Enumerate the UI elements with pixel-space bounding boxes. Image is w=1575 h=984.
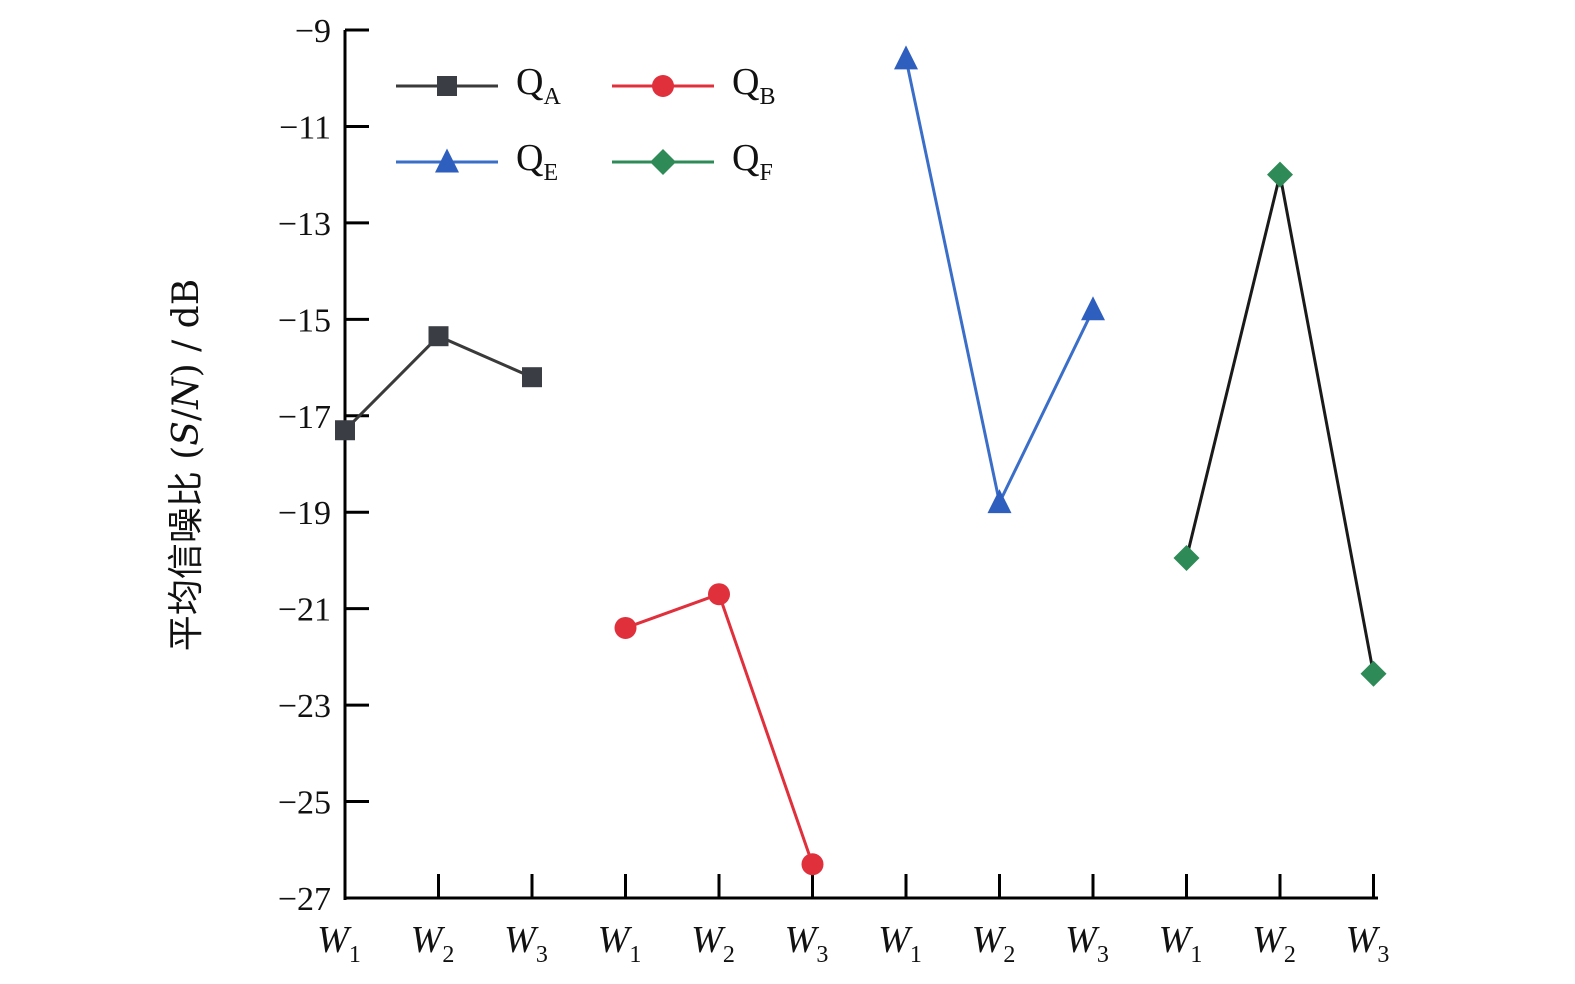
legend-item-q-a: QA (396, 61, 561, 110)
data-point-q-f (1267, 161, 1293, 188)
series-q-f (1173, 161, 1387, 687)
x-tick-label: W1 (317, 919, 361, 968)
legend-item-q-e: QE (396, 137, 558, 186)
y-tick-label: −27 (278, 881, 331, 918)
series-line-q-f (1185, 174, 1375, 675)
y-tick-label: −17 (278, 399, 331, 436)
series-line-q-e (904, 58, 1095, 508)
x-tick-label: W3 (1346, 919, 1390, 968)
x-tick-label: W2 (691, 919, 735, 968)
x-tick-label: W3 (504, 919, 548, 968)
series-line-q-a (343, 334, 533, 432)
legend-label-q-b: QB (732, 61, 775, 110)
data-point-q-a (522, 367, 542, 388)
y-tick-label: −15 (278, 302, 331, 339)
data-point-q-b (614, 616, 637, 639)
series-q-e (894, 45, 1105, 514)
series-line-q-b (624, 592, 814, 865)
y-tick-label: −23 (278, 688, 331, 725)
data-point-q-e (1081, 296, 1105, 321)
legend-label-q-e: QE (516, 137, 558, 186)
legend-item-q-b: QB (612, 61, 775, 110)
data-point-q-f (1360, 660, 1387, 687)
y-tick-label: −25 (278, 785, 331, 822)
data-point-q-b (801, 853, 824, 876)
x-tick-label: W3 (1065, 919, 1109, 968)
y-tick-label: −19 (278, 495, 331, 532)
series-layer (335, 45, 1387, 876)
legend-marker-q-e (435, 148, 459, 173)
legend: QA QB QE QF (396, 61, 775, 186)
x-tick-label: W2 (972, 919, 1016, 968)
x-tick-label: W1 (1159, 919, 1203, 968)
x-tick-label: W2 (411, 919, 455, 968)
y-axis-label: 平均信噪比 (S/N) / dB (166, 279, 207, 651)
data-point-q-a (428, 326, 449, 347)
legend-item-q-f: QF (612, 137, 773, 186)
x-tick-label: W1 (878, 919, 922, 968)
legend-marker-q-a (437, 76, 457, 96)
data-point-q-a (335, 420, 355, 441)
legend-marker-q-b (652, 75, 674, 97)
x-tick-label: W1 (598, 919, 642, 968)
legend-label-q-a: QA (516, 61, 561, 110)
x-tick-label: W2 (1252, 919, 1296, 968)
data-point-q-e (894, 45, 918, 70)
data-point-q-f (1173, 545, 1200, 572)
data-point-q-e (987, 489, 1012, 514)
data-point-q-b (708, 583, 730, 606)
series-q-a (335, 326, 542, 441)
legend-marker-q-f (650, 149, 676, 175)
y-tick-label: −13 (278, 206, 331, 243)
y-tick-label: −9 (295, 13, 331, 50)
x-tick-label: W3 (785, 919, 829, 968)
y-tick-label: −21 (278, 592, 331, 629)
legend-label-q-f: QF (732, 137, 773, 186)
y-tick-label: −11 (279, 109, 331, 146)
series-q-b (614, 583, 824, 876)
